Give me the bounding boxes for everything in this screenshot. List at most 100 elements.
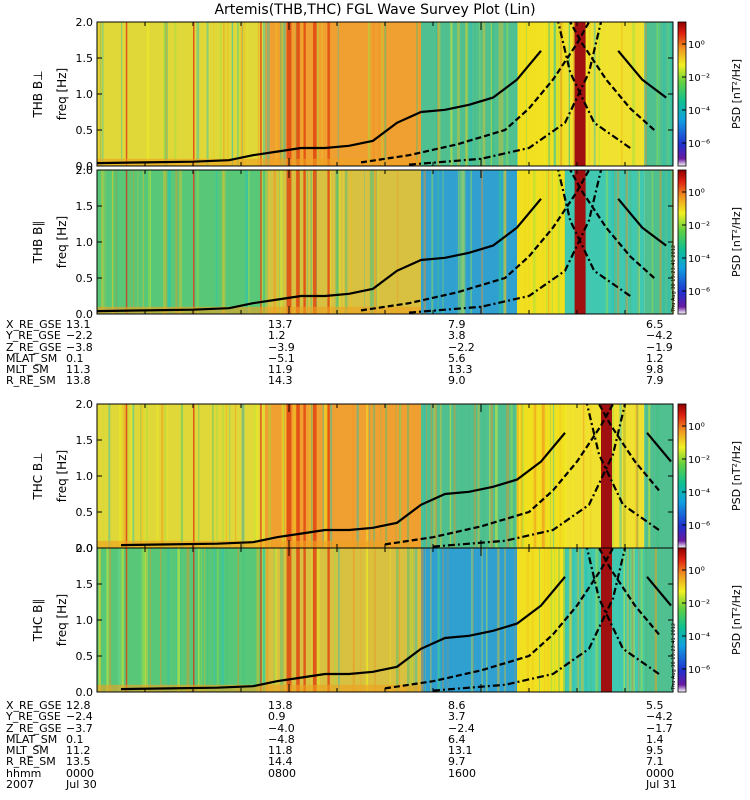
spectrogram-streak bbox=[168, 170, 171, 314]
spectrogram-streak bbox=[317, 22, 319, 166]
spectrogram-streak bbox=[481, 170, 484, 314]
colorbar-tick-label: 10⁰ bbox=[688, 188, 705, 199]
spectrogram-streak bbox=[523, 170, 526, 314]
spectrogram-streak bbox=[489, 404, 491, 548]
ephemeris-value: −2.4 bbox=[66, 710, 93, 724]
y-tick-label: 0.5 bbox=[76, 506, 94, 519]
spectrogram-streak bbox=[196, 22, 200, 166]
spectrogram-streak bbox=[524, 170, 526, 314]
spectrogram-streak bbox=[632, 22, 634, 166]
spectrogram-streak bbox=[366, 404, 369, 548]
ephemeris-label: 2007 bbox=[6, 778, 34, 792]
ephemeris-row: MLAT_SM 0.1 −4.8 6.4 1.4 bbox=[6, 732, 746, 746]
spectrogram-streak bbox=[558, 548, 560, 692]
spectrogram-streak bbox=[323, 404, 327, 548]
spectrogram-streak bbox=[225, 548, 228, 692]
y-axis-label: freq [Hz] bbox=[55, 216, 69, 268]
dash-dot-trace bbox=[432, 547, 627, 692]
ephemeris-value: 13.1 bbox=[448, 744, 473, 758]
spectrogram-streak bbox=[486, 548, 488, 692]
time-axis-labels: hhmm 0000 0800 1600 0000 2007 Jul 30 Jul 31 bbox=[6, 768, 746, 791]
spectrogram-streak bbox=[360, 548, 361, 692]
spectrogram-streak bbox=[366, 548, 369, 692]
spectrogram-streak bbox=[514, 548, 516, 692]
spectrogram-streak bbox=[435, 404, 438, 548]
spectrogram-streak bbox=[612, 404, 615, 548]
colorbar-tick-label: 10⁻⁶ bbox=[688, 521, 710, 532]
spectrogram-streak bbox=[179, 170, 182, 314]
spectrogram-streak bbox=[222, 170, 226, 314]
spectrogram-streak bbox=[551, 170, 554, 314]
spectrogram-streak bbox=[221, 404, 225, 548]
spectrogram-streak bbox=[437, 170, 440, 314]
activity-band bbox=[303, 404, 306, 548]
ephemeris-value: 5.6 bbox=[448, 351, 466, 365]
spectrogram-region bbox=[97, 404, 265, 548]
ephemeris-value: −3.9 bbox=[268, 340, 295, 354]
spectrogram-streak bbox=[416, 22, 418, 166]
spectrogram-streak bbox=[373, 22, 375, 166]
spectrogram-streak bbox=[372, 404, 376, 548]
spectrogram-streak bbox=[181, 404, 184, 548]
colorbar-tick-label: 10⁰ bbox=[688, 566, 705, 577]
panel-thb-bperp: 0.0 0.5 1.0 1.5 2.0 THB B⊥ freq [Hz] 10⁰ 10⁻² 10⁻… bbox=[31, 16, 743, 173]
spectrogram-streak bbox=[560, 548, 563, 692]
spectrogram-streak bbox=[615, 170, 617, 314]
spectrogram-streak bbox=[200, 548, 202, 692]
ephemeris-value: 3.7 bbox=[448, 710, 466, 724]
spectrogram-streak bbox=[590, 548, 592, 692]
solid-trace-mirror bbox=[617, 50, 667, 99]
y-tick-label: 1.5 bbox=[76, 52, 94, 65]
spectrogram-streak bbox=[398, 548, 400, 692]
spectrogram-region bbox=[421, 170, 517, 314]
solid-trace-mirror bbox=[617, 198, 667, 247]
spectrogram-streak bbox=[336, 170, 340, 314]
spectrogram-streak bbox=[557, 170, 561, 314]
spectrogram-streak bbox=[584, 548, 588, 692]
spectrogram-streak bbox=[102, 22, 104, 166]
spectrogram-streak bbox=[506, 22, 509, 166]
spectrogram-streak bbox=[417, 548, 420, 692]
activity-line bbox=[193, 22, 195, 166]
spectrogram-streak bbox=[437, 548, 441, 692]
spectrogram-streak bbox=[221, 548, 225, 692]
spectrogram-streak bbox=[580, 548, 584, 692]
spectrogram-streak bbox=[337, 22, 339, 166]
spectrogram-streak bbox=[437, 22, 441, 166]
spectrogram-streak bbox=[364, 170, 365, 314]
spectrogram-streak bbox=[619, 404, 622, 548]
spectrogram-streak bbox=[516, 22, 518, 166]
spectrogram-streak bbox=[450, 22, 453, 166]
spectrogram-streak bbox=[106, 548, 109, 692]
activity-line bbox=[193, 548, 195, 692]
ephemeris-value: 11.2 bbox=[66, 744, 91, 758]
spectrogram-streak bbox=[112, 170, 114, 314]
spectrogram-streak bbox=[490, 22, 492, 166]
ephemeris-row: Z_RE_GSE −3.7 −4.0 −2.4 −1.7 bbox=[6, 722, 746, 734]
spectrogram-streak bbox=[123, 404, 126, 548]
dash-dot-trace bbox=[408, 169, 603, 314]
ephemeris-value: 0800 bbox=[268, 767, 296, 780]
y-tick-label: 0.0 bbox=[76, 542, 94, 555]
spectrogram-streak bbox=[240, 22, 243, 166]
spectrogram-streak bbox=[626, 548, 629, 692]
spectrogram-streak bbox=[656, 404, 660, 548]
y-tick-label: 2.0 bbox=[76, 542, 94, 555]
spectrogram-streak bbox=[453, 404, 456, 548]
ephemeris-value: 0000 bbox=[66, 767, 94, 780]
spectrogram-streak bbox=[640, 22, 643, 166]
spectrogram-streak bbox=[654, 548, 657, 692]
spectrogram-streak bbox=[502, 170, 506, 314]
spectrogram-streak bbox=[264, 170, 268, 314]
spectrogram-streak bbox=[468, 404, 470, 548]
ephemeris-value: 0.1 bbox=[66, 732, 84, 746]
spectrogram-streak bbox=[543, 22, 546, 166]
ephemeris-value: −5.1 bbox=[268, 351, 295, 365]
spectrogram-streak bbox=[542, 404, 546, 548]
spectrogram-streak bbox=[145, 548, 148, 692]
spectrogram-streak bbox=[225, 404, 227, 548]
spectrogram-streak bbox=[273, 170, 276, 314]
spectrogram-streak bbox=[121, 548, 124, 692]
activity-line bbox=[260, 22, 262, 166]
spectrogram-streak bbox=[498, 22, 501, 166]
